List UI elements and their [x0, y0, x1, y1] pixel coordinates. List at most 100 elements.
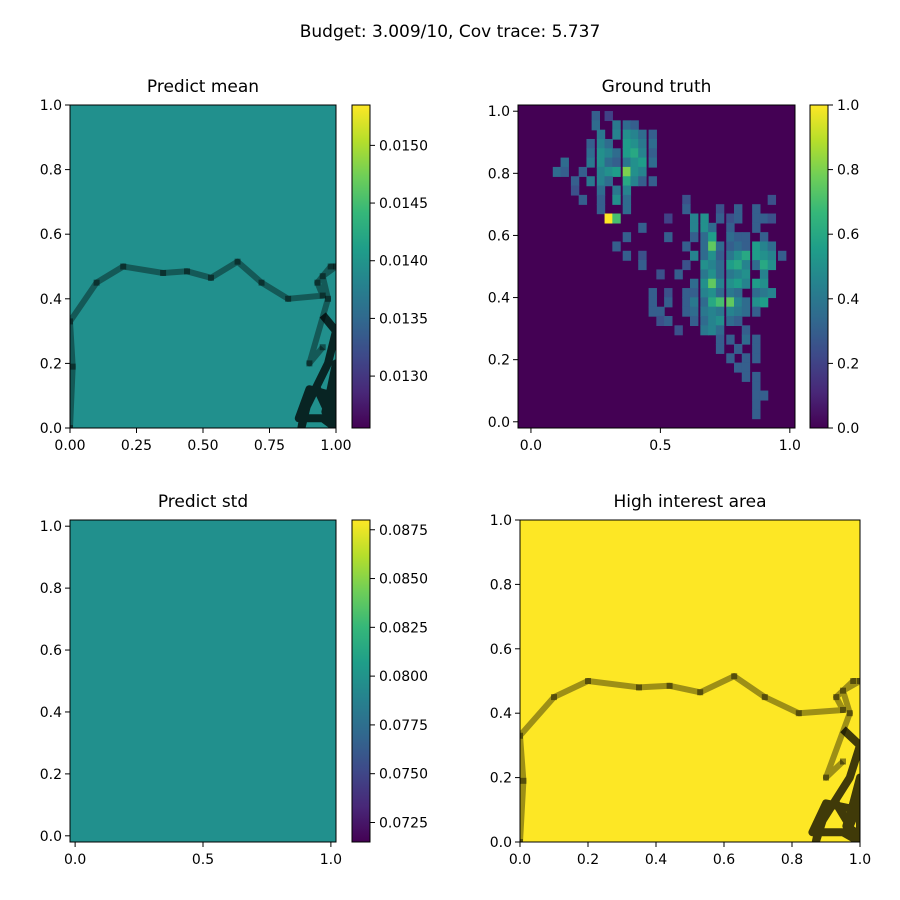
- heatmap-cell: [570, 185, 580, 196]
- heatmap-cell: [708, 269, 717, 280]
- heatmap-cell: [560, 157, 569, 168]
- heatmap-cell: [586, 157, 595, 168]
- heatmap-cell: [759, 241, 769, 252]
- heatmap-cell: [734, 269, 743, 280]
- colorbar-tick-label: 0.4: [837, 292, 859, 308]
- heatmap-cell: [689, 213, 699, 224]
- heatmap-cell: [700, 213, 709, 224]
- heatmap-cell: [715, 269, 725, 280]
- colorbar-tick-label: 0.0750: [379, 767, 428, 783]
- heatmap-cell: [648, 138, 657, 149]
- colorbar-tick-label: 0.0850: [379, 572, 428, 588]
- x-tick-label: 0.0: [509, 852, 531, 868]
- x-tick-label: 0.0: [520, 438, 542, 454]
- heatmap-cell: [759, 250, 769, 261]
- heatmap-cell: [767, 194, 777, 205]
- y-tick-label: 0.2: [40, 356, 62, 372]
- heatmap-cell: [622, 176, 632, 187]
- y-tick-label: 0.4: [490, 706, 512, 722]
- colorbar-frame: [809, 104, 829, 429]
- x-tick-label: 0.5: [649, 438, 671, 454]
- y-tick-label: 0.4: [488, 291, 510, 307]
- heatmap-cell: [622, 194, 632, 205]
- colorbar-tick-label: 0.8: [837, 163, 859, 179]
- path-waypoint: [306, 360, 313, 367]
- path-waypoint: [850, 678, 857, 684]
- path-waypoint: [314, 279, 321, 286]
- heatmap-cell: [604, 166, 613, 177]
- path-waypoint: [697, 689, 704, 696]
- path-waypoint: [551, 694, 557, 701]
- heatmap-cell: [638, 222, 647, 233]
- x-tick-label: 0.50: [187, 438, 218, 454]
- heatmap-cell: [612, 120, 621, 131]
- panel-title: Predict std: [158, 492, 248, 512]
- x-tick-label: 1.00: [320, 438, 351, 454]
- heatmap-cell: [630, 120, 639, 131]
- path-overlay: [70, 258, 336, 428]
- heatmap-cell: [752, 241, 761, 252]
- heatmap-cell: [715, 297, 725, 308]
- heatmap-cell: [604, 176, 613, 187]
- heatmap-cell: [767, 260, 777, 271]
- heatmap-cell: [682, 306, 691, 317]
- panel-0: Predict mean 0.00 0.25 0.50 0.75 1.00 0.0 0.2 0.…: [40, 77, 428, 454]
- heatmap-cell: [734, 232, 743, 243]
- path-waypoint: [120, 263, 127, 270]
- heatmap-cell: [726, 213, 735, 224]
- x-tick-label: 0.25: [121, 438, 152, 454]
- heatmap-cell: [612, 157, 621, 168]
- path-trace-recent: [808, 726, 860, 842]
- heatmap-cell: [726, 269, 735, 280]
- heatmap-cell: [752, 306, 761, 317]
- heatmap-cell: [604, 148, 613, 159]
- x-tick-label: 0.00: [54, 438, 85, 454]
- heatmap-cell: [596, 166, 606, 177]
- heatmap-cell: [689, 232, 699, 243]
- heatmap-cell: [741, 371, 751, 382]
- heatmap-cell: [767, 288, 777, 299]
- colorbar-tick-label: 0.2: [837, 356, 859, 372]
- x-tick-label: 1.0: [849, 852, 871, 868]
- path-waypoint: [70, 425, 73, 428]
- path-waypoint: [666, 682, 673, 689]
- colorbar-tick-label: 0.0150: [379, 138, 428, 154]
- heatmap-cell: [715, 306, 725, 317]
- panel-2: Predict std 0.0 0.5 1.0 0.0 0.2 0.4 0.6 0.8 1.0 0.…: [40, 492, 428, 868]
- heatmap-cell: [715, 343, 725, 354]
- heatmap-cell: [700, 241, 709, 252]
- heatmap-cell: [734, 213, 743, 224]
- path-waypoint: [761, 694, 768, 701]
- heatmap-cell: [622, 166, 632, 177]
- heatmap-cell: [752, 343, 761, 354]
- path-waypoint: [160, 269, 167, 276]
- heatmap-cell: [630, 148, 639, 159]
- heatmap-cell: [752, 260, 761, 271]
- heatmap-cell: [715, 241, 725, 252]
- heatmap-cell: [591, 111, 601, 122]
- path-overlay: [520, 673, 860, 842]
- heatmap-cell: [752, 353, 761, 364]
- colorbar: [352, 520, 370, 842]
- colorbar-frame: [351, 104, 371, 429]
- heatmap-cell: [715, 260, 725, 271]
- path-waypoint: [833, 694, 840, 701]
- heatmap-cell: [682, 288, 691, 299]
- path-waypoint: [319, 292, 326, 299]
- heatmap-cell: [734, 343, 743, 354]
- x-tick-label: 0.75: [254, 438, 285, 454]
- heatmap-cell: [674, 325, 683, 336]
- heatmap-cell: [726, 353, 735, 364]
- heatmap-cell: [622, 204, 632, 215]
- path-waypoint: [327, 263, 334, 270]
- y-tick-label: 0.6: [40, 643, 62, 659]
- heatmap-cell: [630, 176, 639, 187]
- y-tick-label: 0.6: [488, 228, 510, 244]
- colorbar: [352, 105, 370, 428]
- heatmap-cell: [689, 222, 699, 233]
- heatmap-cell: [759, 297, 769, 308]
- heatmap-cell: [767, 241, 777, 252]
- colorbar-tick-label: 1.0: [837, 98, 859, 114]
- heatmap-cell: [682, 297, 691, 308]
- path-waypoint: [93, 279, 100, 286]
